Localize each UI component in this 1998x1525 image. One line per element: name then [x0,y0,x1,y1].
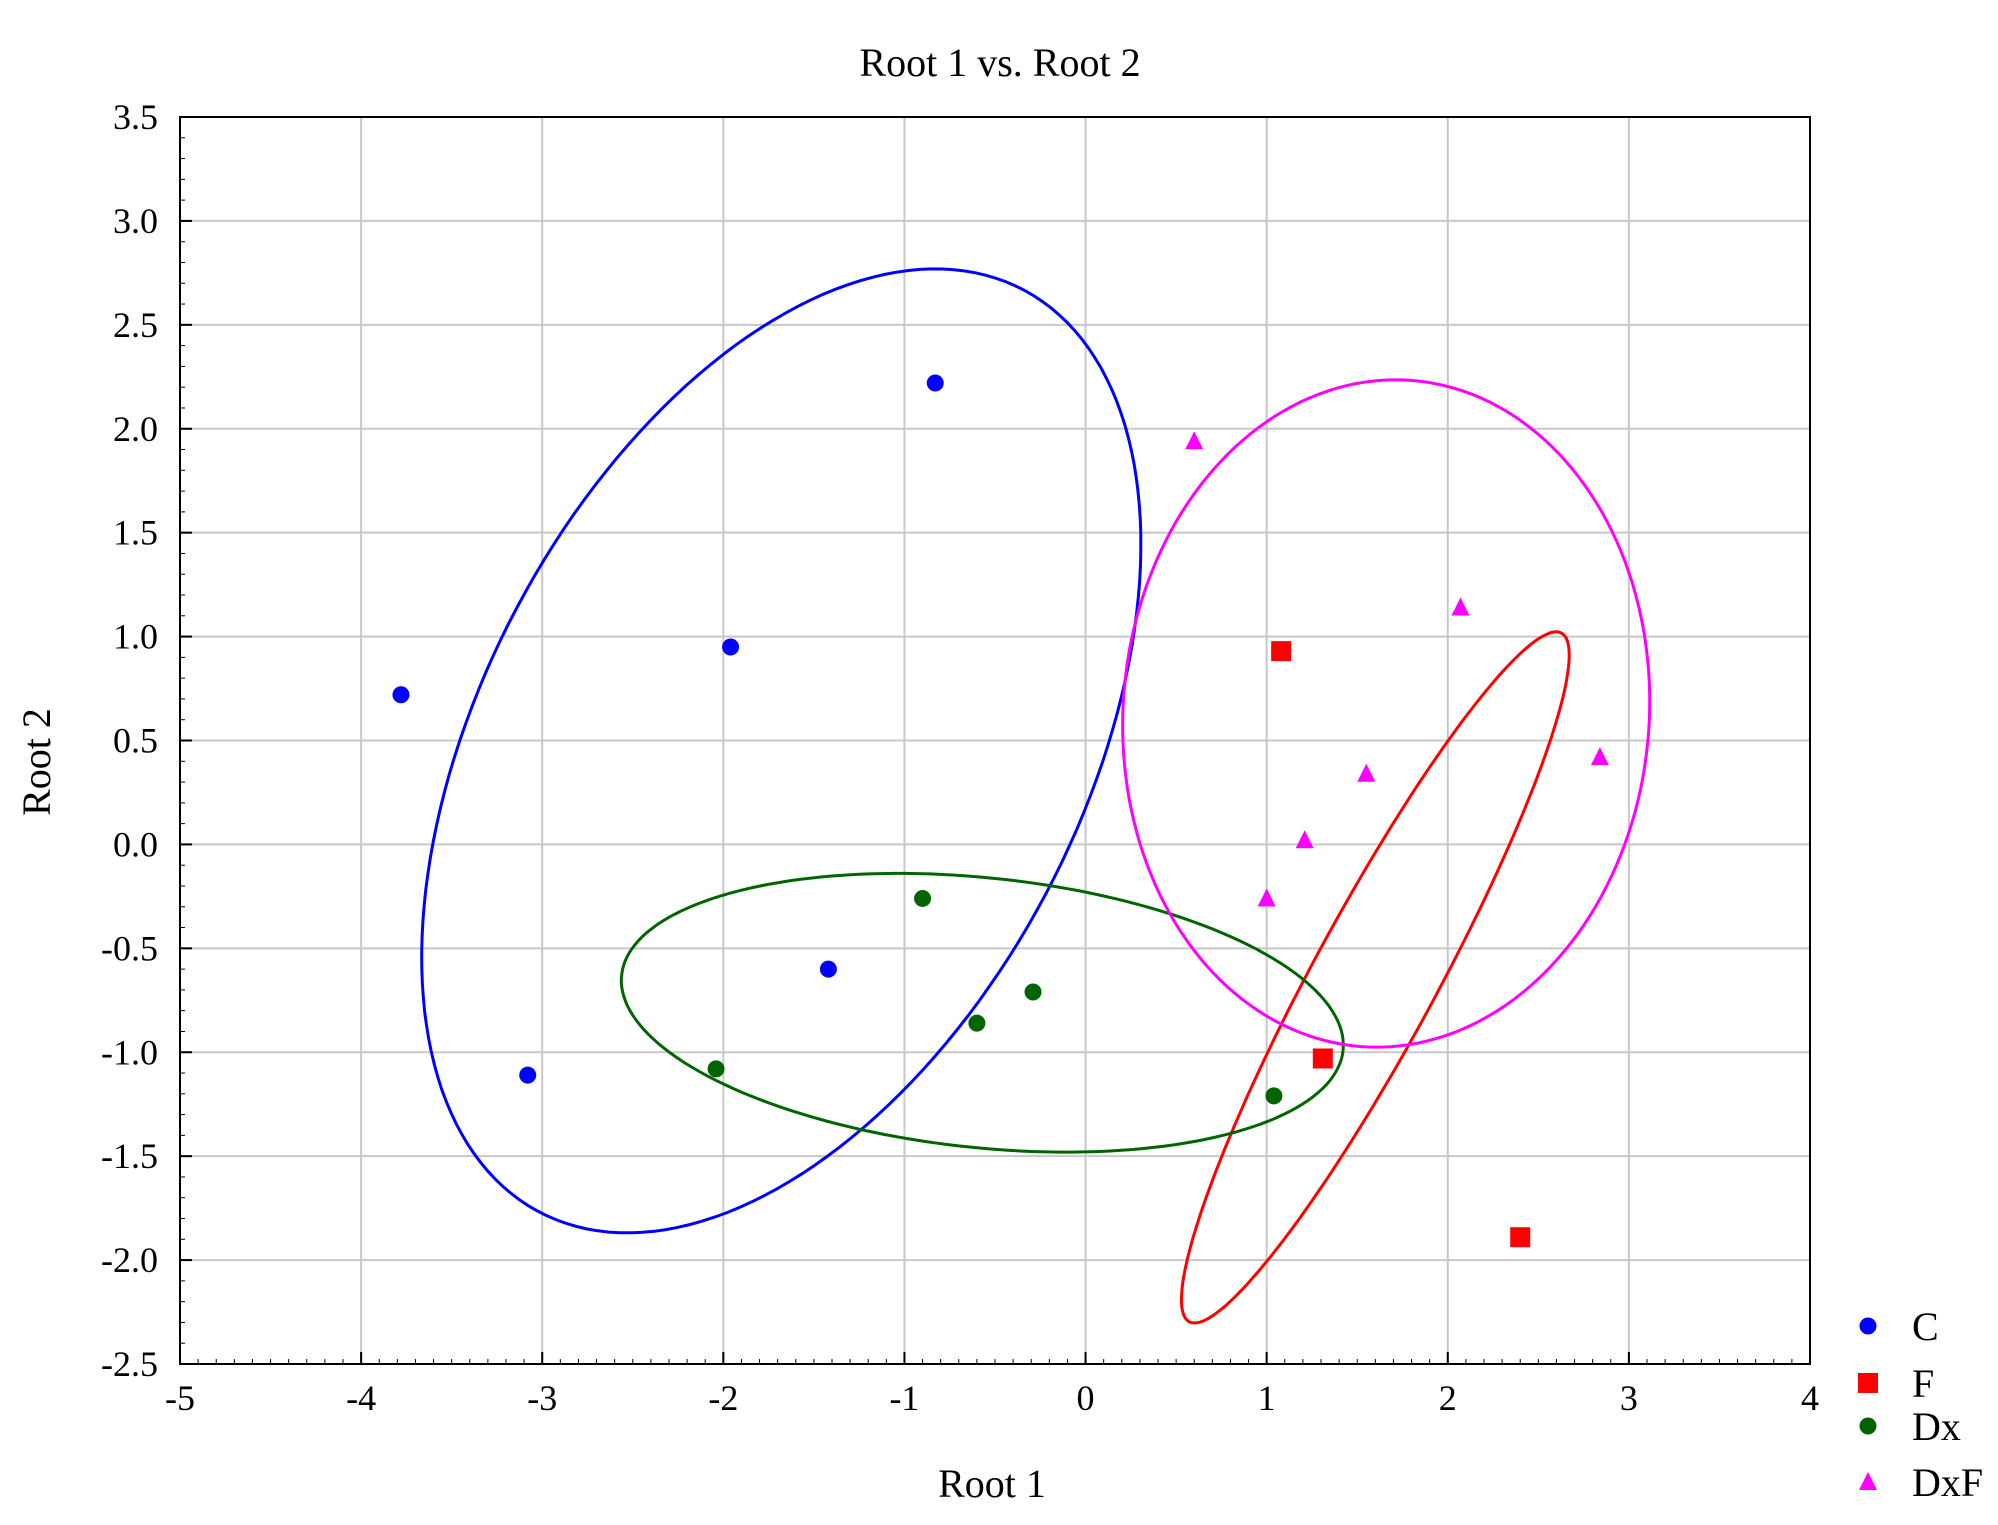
grid-lines [179,116,1811,1365]
point-dxf [1357,763,1376,782]
ellipse-dx [619,871,1345,1154]
legend-marker-c [1859,1317,1877,1335]
x-tick-label: 0 [1077,1378,1095,1418]
y-tick-label: 3.0 [113,201,158,241]
legend-label-dxf: DxF [1912,1460,1983,1505]
point-c [926,374,944,392]
y-tick-label: 1.0 [113,617,158,657]
x-tick-label: -2 [708,1378,738,1418]
x-tick-label: 4 [1801,1378,1819,1418]
data-points [392,374,1609,1248]
point-dx [1024,983,1042,1001]
point-dx [914,889,932,907]
point-dx [968,1014,986,1032]
y-tick-labels: -2.5 -2.0 -1.5 -1.0 -0.5 0.0 0.5 1.0 1.5 2.0 2.5 3.… [101,97,158,1384]
ellipse-f [1180,630,1571,1325]
point-f [1312,1048,1333,1069]
x-tick-label: -1 [889,1378,919,1418]
y-tick-label: 3.5 [113,97,158,137]
legend-label-f: F [1912,1361,1934,1406]
axis-ticks [179,116,1811,1365]
legend-label-c: C [1912,1304,1939,1349]
x-tick-label: 3 [1620,1378,1638,1418]
point-dx [1265,1087,1283,1105]
ellipse-dxf [1121,378,1652,1049]
y-tick-label: -2.5 [101,1344,158,1384]
point-dxf [1295,830,1314,849]
legend-marker-dxf [1859,1472,1877,1490]
legend-marker-f [1858,1373,1878,1393]
point-c [819,960,837,978]
y-tick-label: -2.0 [101,1240,158,1280]
y-tick-label: -1.0 [101,1032,158,1072]
y-tick-label: 0.5 [113,721,158,761]
legend-marker-dx [1859,1417,1877,1435]
x-tick-label: -3 [527,1378,557,1418]
y-tick-label: -1.5 [101,1136,158,1176]
point-c [519,1066,537,1084]
confidence-ellipses [420,267,1652,1325]
ellipse-c [420,267,1143,1235]
point-dxf [1451,597,1470,616]
point-dxf [1590,747,1609,766]
x-tick-label: 1 [1258,1378,1276,1418]
y-tick-label: 2.5 [113,305,158,345]
y-axis-title: Root 2 [14,708,59,816]
x-tick-label: -4 [346,1378,376,1418]
y-tick-label: 2.0 [113,409,158,449]
point-f [1271,641,1292,662]
point-dx [707,1060,725,1078]
x-tick-label: 2 [1439,1378,1457,1418]
point-f [1510,1227,1531,1248]
y-tick-label: -0.5 [101,928,158,968]
point-c [392,686,410,704]
point-dxf [1257,888,1276,907]
legend-label-dx: Dx [1912,1404,1961,1449]
y-tick-label: 0.0 [113,824,158,864]
point-dxf [1185,431,1204,450]
x-tick-label: -5 [165,1378,195,1418]
y-tick-label: 1.5 [113,513,158,553]
chart-title: Root 1 vs. Root 2 [859,40,1140,85]
x-tick-labels: -5 -4 -3 -2 -1 0 1 2 3 4 [165,1378,1819,1418]
point-c [722,638,740,656]
x-axis-title: Root 1 [938,1461,1046,1506]
